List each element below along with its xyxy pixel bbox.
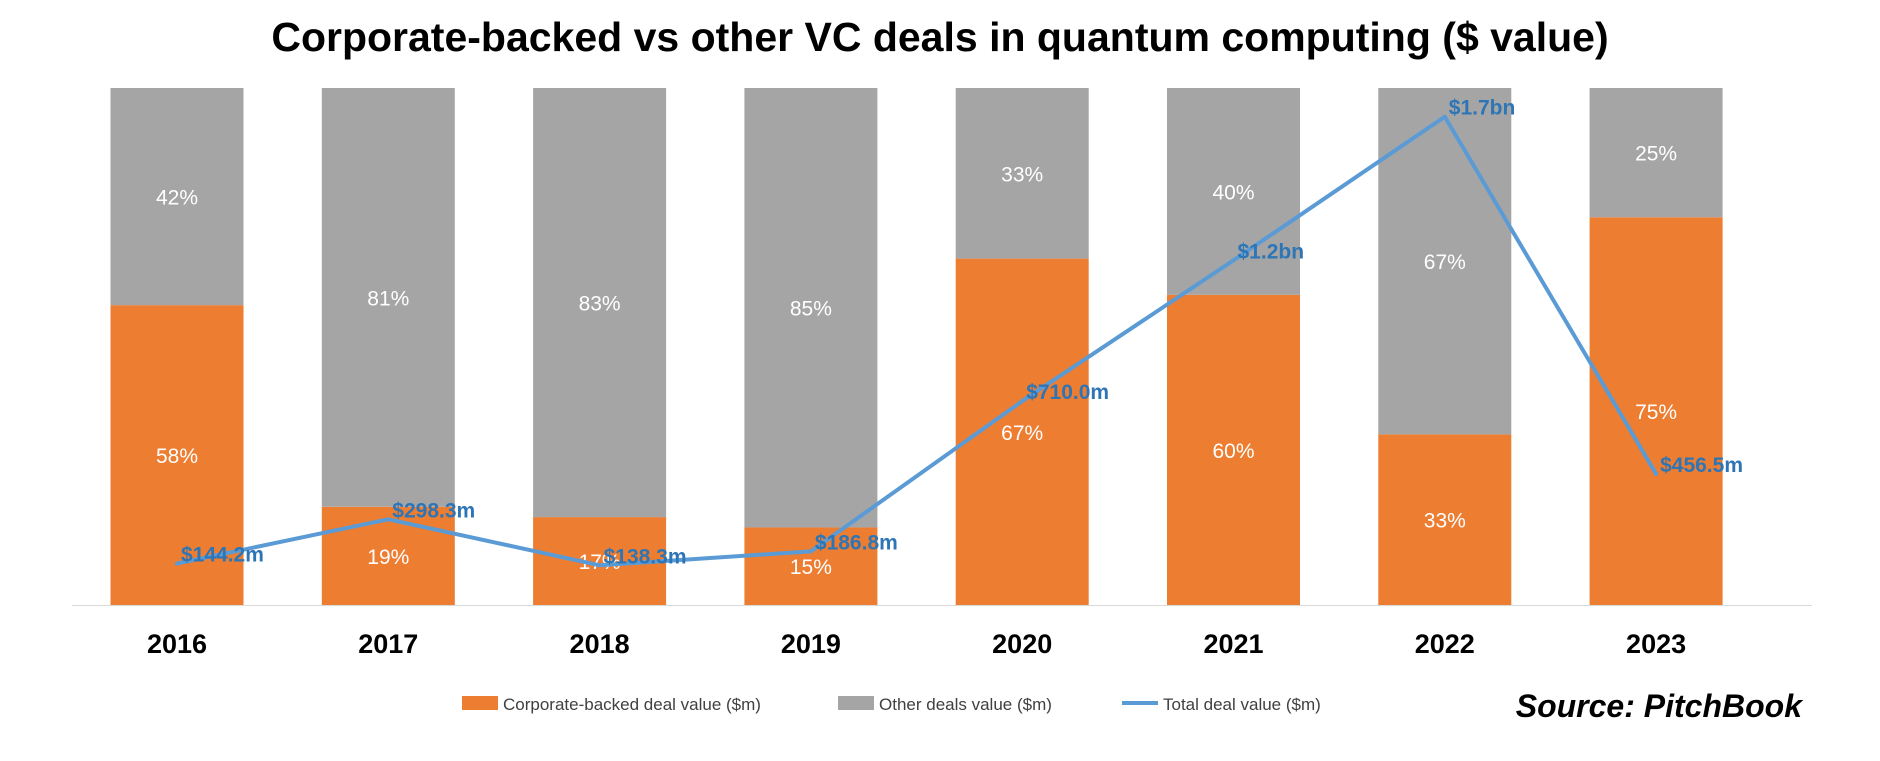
data-label-corporate-2016: 58% [156,445,198,468]
x-tick-label-2022: 2022 [1415,629,1475,659]
data-label-other-2017: 81% [367,287,409,310]
legend-label-other: Other deals value ($m) [879,695,1052,714]
bar-other-2016 [110,88,244,306]
total-point-2022 [1442,114,1447,119]
data-label-corporate-2021: 60% [1212,440,1254,463]
total-point-2023 [1654,471,1659,476]
source-note: Source: PitchBook [1515,688,1802,724]
x-tick-label-2020: 2020 [992,629,1052,659]
bar-other-2019 [744,88,878,528]
x-tick-label-2023: 2023 [1626,629,1686,659]
data-label-total-2023: $456.5m [1660,454,1743,477]
bar-corporate-2021 [1167,294,1300,605]
total-point-2020 [1020,399,1025,404]
data-label-total-2019: $186.8m [815,531,898,554]
data-label-other-2021: 40% [1212,181,1254,204]
chart-title: Corporate-backed vs other VC deals in qu… [271,14,1609,60]
total-line [175,114,1659,568]
bar-corporate-2022 [1378,434,1512,605]
x-tick-label-2016: 2016 [147,629,207,659]
data-label-total-2020: $710.0m [1026,381,1109,404]
data-label-total-2022: $1.7bn [1449,97,1516,120]
data-label-other-2023: 25% [1635,143,1677,166]
bar-other-2017 [321,88,455,507]
bar-other-2023 [1589,88,1723,218]
bar-corporate-2017 [321,506,455,605]
x-tick-label-2017: 2017 [358,629,418,659]
total-point-2018 [597,563,602,568]
legend-label-total: Total deal value ($m) [1163,695,1321,714]
data-label-other-2020: 33% [1001,163,1043,186]
bar-corporate-2019 [744,527,878,605]
data-label-other-2022: 67% [1424,251,1466,274]
bar-corporate-2023 [1589,217,1723,605]
legend-label-corporate: Corporate-backed deal value ($m) [503,695,761,714]
total-point-2016 [175,561,179,566]
legend-swatch-corporate [462,696,498,710]
data-label-total-2021: $1.2bn [1238,240,1305,263]
data-label-corporate-2020: 67% [1001,422,1043,445]
data-label-corporate-2019: 15% [790,556,832,579]
data-label-corporate-2022: 33% [1424,510,1466,533]
data-label-other-2018: 83% [579,293,621,316]
data-label-corporate-2018: 17% [579,551,621,574]
x-tick-label-2018: 2018 [570,629,630,659]
total-point-2021 [1231,258,1236,263]
data-label-corporate-2017: 19% [367,546,409,569]
data-label-other-2016: 42% [156,187,198,210]
data-label-other-2019: 85% [790,298,832,321]
legend-swatch-other [838,696,874,710]
bar-other-2018 [533,88,667,518]
data-label-total-2016: $144.2m [181,544,264,567]
bar-other-2020 [955,88,1089,259]
total-point-2019 [808,549,813,554]
data-label-total-2018: $138.3m [604,545,687,568]
x-tick-label-2019: 2019 [781,629,841,659]
x-tick-label-2021: 2021 [1203,629,1263,659]
data-label-corporate-2023: 75% [1635,401,1677,424]
data-label-total-2017: $298.3m [392,499,475,522]
total-point-2017 [386,517,391,522]
